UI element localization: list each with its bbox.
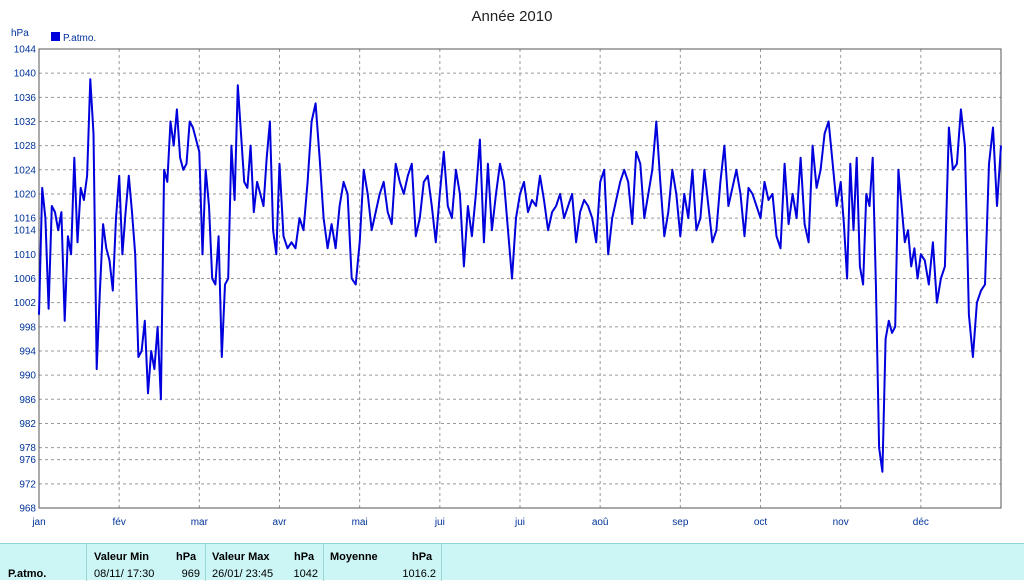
x-tick-label: jui [514,517,525,528]
stats-max-date: 26/01/ 23:45 [212,568,274,580]
stats-avg-value: 1016.2 [402,568,436,580]
y-tick-label: 978 [19,443,36,454]
legend-label: P.atmo. [63,33,96,44]
stats-min-unit: hPa [176,551,197,563]
legend-swatch [51,32,60,41]
x-tick-label: nov [833,517,849,528]
y-tick-label: 1020 [14,189,37,200]
y-tick-label: 1014 [14,226,37,237]
y-tick-label: 1006 [14,274,37,285]
stats-avg-header: Moyenne [330,551,378,563]
x-tick-label: aoû [592,517,609,528]
y-tick-label: 998 [19,322,36,333]
y-tick-label: 1036 [14,93,37,104]
stats-max-unit: hPa [294,551,315,563]
stats-panel: P.atmo. Valeur Min hPa 08/11/ 17:30 969 … [0,543,1024,581]
stats-separator [441,544,442,581]
stats-separator [86,544,87,581]
series-line-patmo [38,78,1002,473]
y-tick-label: 1010 [14,250,37,261]
stats-max-value: 1042 [293,568,318,580]
x-tick-label: avr [273,517,288,528]
x-tick-label: mai [352,517,368,528]
y-tick-label: 990 [19,371,36,382]
y-tick-label: 976 [19,455,36,466]
series-layer [38,78,1002,473]
stats-min-date: 08/11/ 17:30 [94,568,155,580]
x-tick-label: jui [434,517,445,528]
stats-avg-unit: hPa [412,551,433,563]
stats-series-label: P.atmo. [8,568,47,580]
stats-max-header: Valeur Max [212,551,270,563]
y-tick-label: 982 [19,419,36,430]
y-tick-label: 1002 [14,298,37,309]
x-tick-label: déc [913,517,929,528]
y-tick-label: 1024 [14,165,37,176]
y-tick-label: 972 [19,479,36,490]
y-tick-label: 994 [19,346,36,357]
stats-min-header: Valeur Min [94,551,150,563]
y-tick-label: 986 [19,395,36,406]
y-tick-label: 1028 [14,141,37,152]
y-tick-label: 1044 [14,45,37,56]
chart-title: Année 2010 [472,8,553,25]
stats-separator [323,544,324,581]
x-tick-label: mar [191,517,209,528]
stats-separator [205,544,206,581]
grid [39,49,1001,508]
x-tick-label: jan [31,517,45,528]
y-tick-label: 1032 [14,117,37,128]
y-axis-unit: hPa [11,28,29,39]
x-axis-ticks: jan fév mar avr mai jui jui aoû sep oct nov déc [31,517,929,528]
legend: P.atmo. [51,32,96,44]
x-tick-label: sep [672,517,689,528]
y-tick-label: 968 [19,504,36,515]
y-tick-label: 1040 [14,69,37,80]
x-tick-label: oct [754,517,768,528]
x-tick-label: fév [112,517,125,528]
stats-min-value: 969 [181,568,200,580]
y-tick-label: 1016 [14,214,37,225]
